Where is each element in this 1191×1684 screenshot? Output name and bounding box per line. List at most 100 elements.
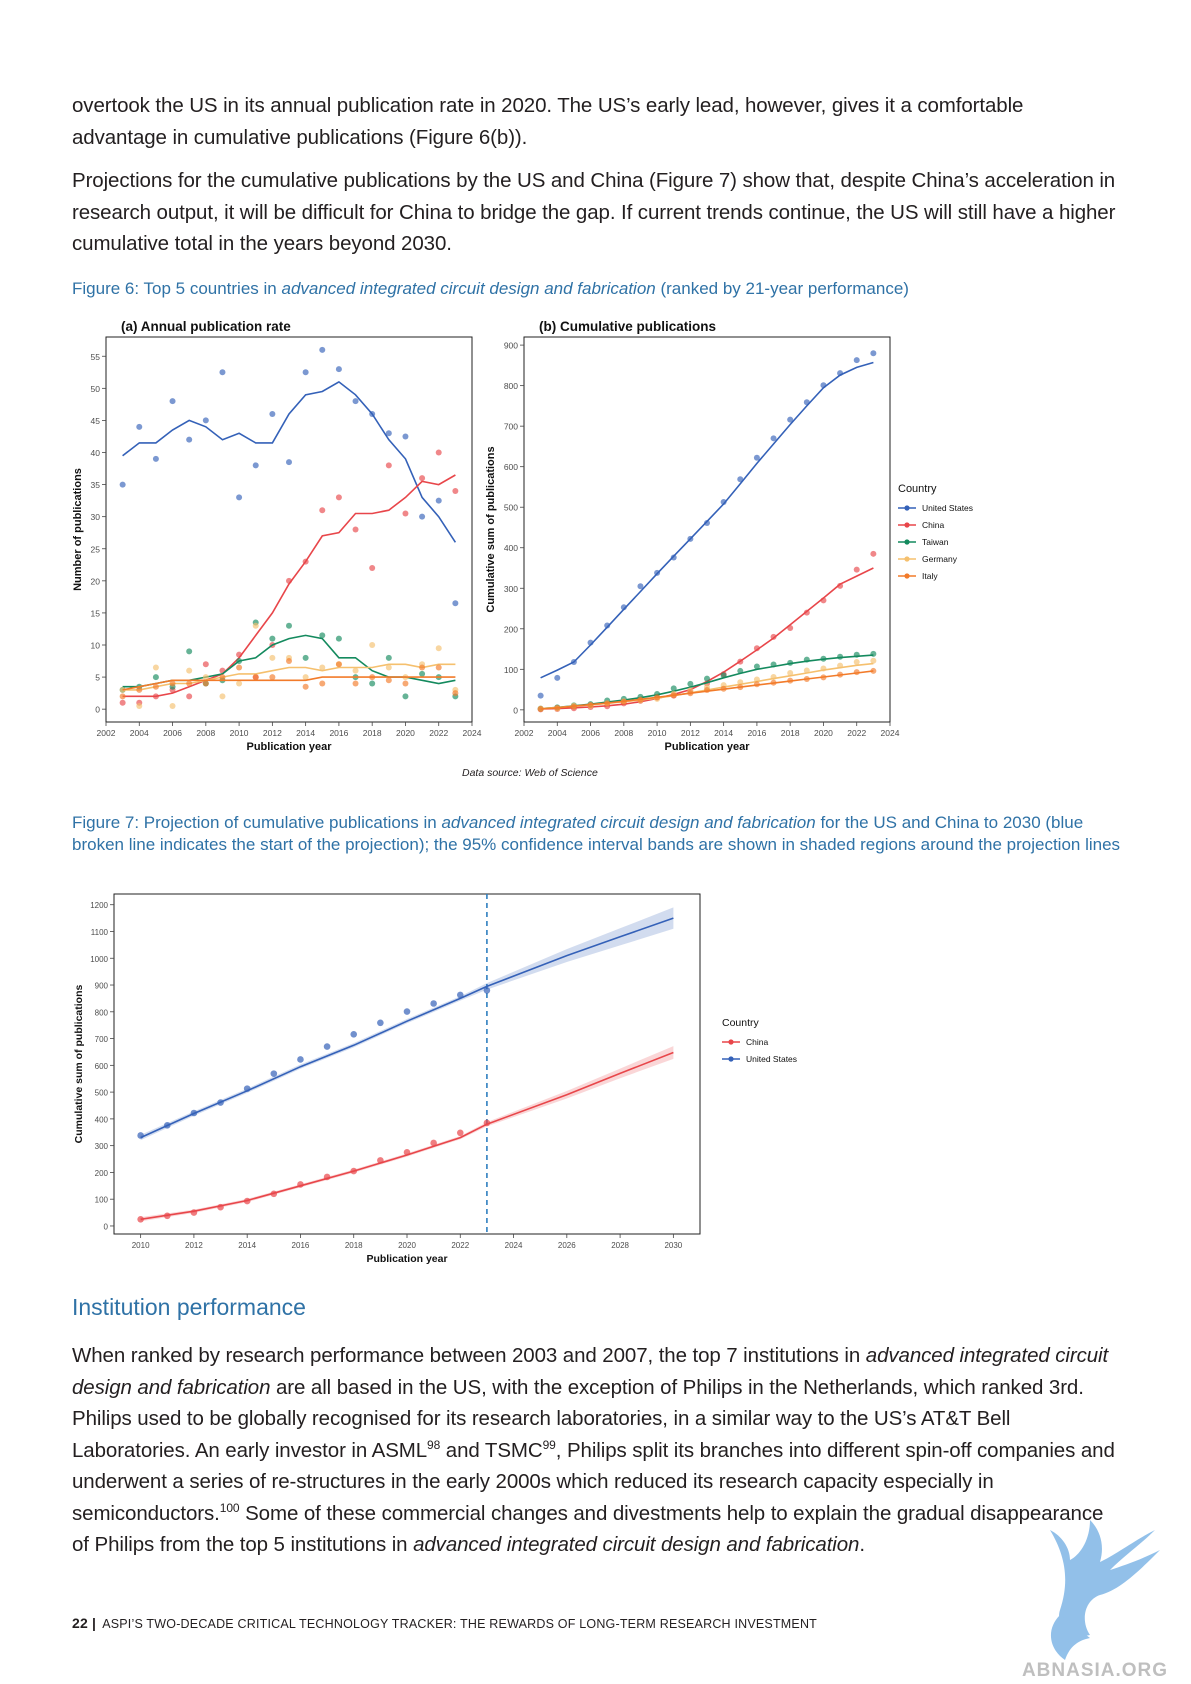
data-point-germany <box>435 645 442 652</box>
data-point-italy <box>604 700 611 707</box>
watermark-text: ABNASIA.ORG <box>1022 1660 1168 1680</box>
data-point-italy <box>654 694 661 701</box>
x-tick-label: 2024 <box>463 728 482 738</box>
series-united-states <box>119 346 459 607</box>
data-point-italy <box>587 701 594 708</box>
data-point-united-states <box>837 370 844 377</box>
data-point-china <box>385 462 392 469</box>
y-tick-label: 200 <box>95 1169 109 1178</box>
data-point-china <box>483 1119 491 1127</box>
plot-area <box>113 893 701 1235</box>
y-tick-label: 50 <box>91 384 101 394</box>
y-tick-label: 200 <box>504 624 518 634</box>
data-point-china <box>419 475 426 482</box>
x-axis-label: Publication year <box>247 741 333 753</box>
data-point-taiwan <box>803 656 810 663</box>
series-united-states <box>537 350 877 699</box>
y-tick-label: 400 <box>95 1115 109 1124</box>
data-point-china <box>152 693 159 700</box>
data-point-italy <box>687 690 694 697</box>
data-point-china <box>319 507 326 514</box>
data-point-united-states <box>319 346 326 353</box>
data-point-italy <box>385 677 392 684</box>
data-point-united-states <box>537 692 544 699</box>
data-point-united-states <box>252 462 259 469</box>
data-point-taiwan <box>687 680 694 687</box>
data-point-italy <box>620 698 627 705</box>
data-point-italy <box>837 671 844 678</box>
data-point-united-states <box>435 497 442 504</box>
data-point-taiwan <box>720 672 727 679</box>
data-point-taiwan <box>402 693 409 700</box>
data-point-italy <box>554 704 561 711</box>
footnote-ref-99[interactable]: 99 <box>542 1437 556 1452</box>
y-tick-label: 0 <box>513 705 518 715</box>
series-italy <box>119 658 459 700</box>
data-point-germany <box>269 654 276 661</box>
data-point-united-states <box>637 583 644 590</box>
institution-paragraph: When ranked by research performance betw… <box>72 1340 1122 1561</box>
data-point-china <box>770 633 777 640</box>
figure-6-source: Data source: Web of Science <box>462 767 598 779</box>
data-point-italy <box>637 696 644 703</box>
x-tick-label: 2004 <box>130 728 149 738</box>
x-tick-label: 2020 <box>814 728 833 738</box>
data-point-china <box>186 693 193 700</box>
x-tick-label: 2016 <box>292 1241 310 1250</box>
data-point-united-states <box>554 674 561 681</box>
data-point-united-states <box>456 991 464 999</box>
data-point-united-states <box>604 622 611 629</box>
data-point-italy <box>770 679 777 686</box>
y-tick-label: 25 <box>91 544 101 554</box>
data-point-germany <box>737 679 744 686</box>
data-point-united-states <box>297 1056 304 1063</box>
x-tick-label: 2004 <box>548 728 567 738</box>
data-point-italy <box>302 683 309 690</box>
footnote-ref-100[interactable]: 100 <box>219 1500 240 1515</box>
data-point-taiwan <box>870 650 877 657</box>
data-point-china <box>787 624 794 631</box>
y-tick-label: 100 <box>95 1196 109 1205</box>
x-tick-label: 2016 <box>747 728 766 738</box>
y-tick-label: 10 <box>91 641 101 651</box>
griffin-logo-icon <box>1050 1520 1160 1660</box>
trend-line-china <box>122 474 456 698</box>
x-axis-label: Publication year <box>665 741 751 753</box>
body-text-4: , Philips split its branches into differ… <box>72 1438 1115 1525</box>
data-point-taiwan <box>837 653 844 660</box>
data-point-china <box>430 1139 437 1147</box>
data-point-italy <box>537 706 544 713</box>
data-point-united-states <box>163 1122 171 1129</box>
data-point-taiwan <box>770 661 777 668</box>
y-tick-label: 300 <box>504 584 518 594</box>
x-tick-label: 2010 <box>132 1241 150 1250</box>
data-point-taiwan <box>286 622 292 629</box>
y-axis-label: Cumulative sum of publications <box>73 984 85 1143</box>
footnote-ref-98[interactable]: 98 <box>427 1437 441 1452</box>
data-point-germany <box>186 667 193 674</box>
data-point-taiwan <box>236 658 243 665</box>
data-point-germany <box>219 693 226 700</box>
data-point-italy <box>219 674 226 681</box>
data-point-united-states <box>286 459 292 466</box>
data-point-united-states <box>137 1132 144 1139</box>
footer-title: ASPI’S TWO-DECADE CRITICAL TECHNOLOGY TR… <box>102 1617 818 1631</box>
data-point-united-states <box>787 416 794 423</box>
data-point-united-states <box>217 1099 224 1106</box>
data-point-united-states <box>186 436 193 443</box>
data-point-germany <box>787 669 794 676</box>
data-point-united-states <box>335 366 342 373</box>
data-point-united-states <box>369 411 376 417</box>
figure-7-caption-prefix: Figure 7: Projection of cumulative publi… <box>72 813 442 832</box>
data-point-italy <box>570 703 577 710</box>
figure-7-caption: Figure 7: Projection of cumulative publi… <box>72 812 1122 856</box>
data-point-taiwan <box>670 685 677 692</box>
data-point-germany <box>136 702 143 709</box>
data-point-taiwan <box>787 659 794 666</box>
data-point-taiwan <box>753 663 760 670</box>
data-point-germany <box>770 674 777 681</box>
data-point-united-states <box>243 1085 251 1092</box>
y-tick-label: 5 <box>95 673 100 683</box>
data-point-china <box>243 1197 251 1205</box>
y-tick-label: 30 <box>91 512 101 522</box>
